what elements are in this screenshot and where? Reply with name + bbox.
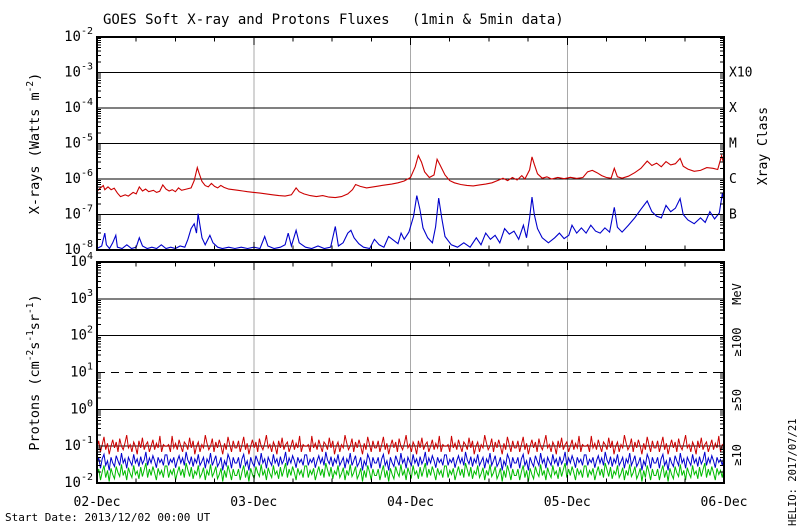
x-tick-label: 02-Dec [74,495,121,510]
x-tick-label: 03-Dec [230,495,277,510]
y-tick-label: 10-5 [64,133,93,152]
series-xray-red [97,153,724,199]
series-protons-ge10 [97,434,724,455]
y-tick-label: 10-1 [64,435,93,454]
start-date-label: Start Date: 2013/12/02 00:00 UT [5,511,211,524]
series-group-xray [97,153,724,250]
proton-energy-label: ≥50 [730,389,744,411]
mev-axis-title: MeV [730,283,744,305]
y-tick-label: 103 [70,288,93,307]
xray-class-label: C [729,172,737,187]
proton-energy-label: ≥10 [730,444,744,466]
x-tick-label: 04-Dec [387,495,434,510]
panel-xray: 10-2 10-3 10-4 10-5 10-6 10-7 10-8 X10 X M C B X-ray… [25,26,752,258]
y-tick-label: 101 [70,362,93,381]
protons-axis-title: Protons (cm-2s-1sr-1) [25,294,43,450]
y-tick-label: 104 [70,251,93,270]
chart-title-note: (1min & 5min data) [412,12,564,28]
y-tick-label: 10-8 [64,239,93,258]
chart-layers: 10-2 10-3 10-4 10-5 10-6 10-7 10-8 X10 X M C B X-ray… [25,26,752,510]
proton-energy-label: ≥100 [730,328,744,357]
panel-protons: 104 103 102 101 100 10-1 10-2 ≥100 ≥50 ≥10 Protons… [25,251,744,491]
xray-class-axis-title: Xray Class [756,107,771,185]
y-tick-label: 102 [70,325,93,344]
y-tick-label: 10-3 [64,62,93,81]
y-tick-label: 10-2 [64,472,93,491]
xray-class-label: X10 [729,66,752,81]
y-tick-label: 10-6 [64,168,93,187]
panel-border [96,36,725,251]
xray-class-label: X [729,101,737,116]
x-tick-label: 06-Dec [701,495,748,510]
y-tick-label: 100 [70,398,93,417]
series-xray-blue [97,193,724,250]
x-axis-labels: 02-Dec 03-Dec 04-Dec 05-Dec 06-Dec [74,495,748,510]
x-tick-label: 05-Dec [544,495,591,510]
y-tick-label: 10-7 [64,204,93,223]
xray-class-label: M [729,137,737,152]
chart-title: GOES Soft X-ray and Protons Fluxes [103,12,390,28]
y-tick-label: 10-2 [64,26,93,45]
y-tick-label: 10-4 [64,97,93,116]
series-protons-ge50 [97,451,724,471]
panel-border [96,261,725,484]
xray-class-label: B [729,208,737,223]
xray-axis-title: X-rays (Watts m-2) [25,73,43,215]
helio-watermark: HELIO: 2017/07/21 [787,419,799,526]
